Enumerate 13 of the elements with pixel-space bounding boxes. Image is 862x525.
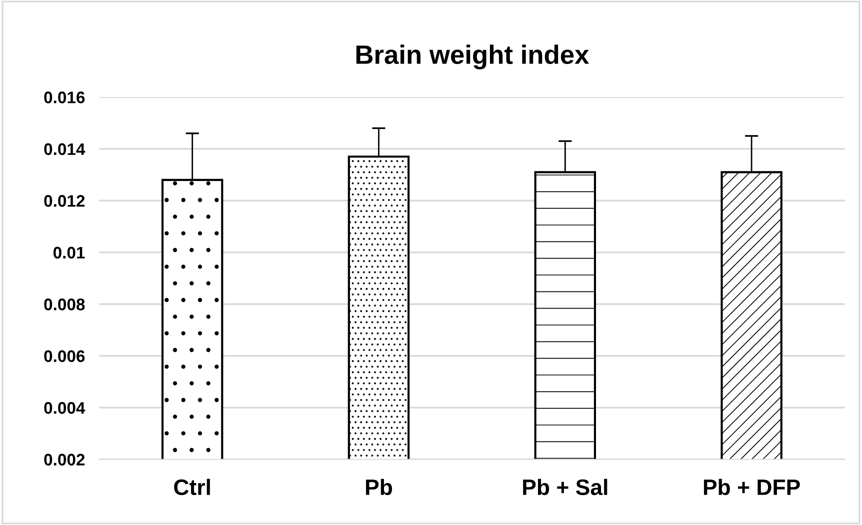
x-tick-label: Ctrl	[174, 478, 210, 496]
y-tick-label: 0.006	[44, 350, 85, 362]
y-tick-label: 0.008	[44, 298, 85, 310]
y-tick-label: 0.012	[44, 195, 85, 207]
chart-title: Brain weight index	[356, 44, 590, 70]
x-tick-label: Pb + Sal	[523, 478, 608, 496]
y-tick-label: 0.014	[44, 143, 86, 156]
y-tick-label: 0.004	[44, 402, 86, 414]
x-tick-label: Pb + DFP	[704, 478, 800, 496]
y-tick-label: 0.01	[53, 246, 85, 259]
x-tick-label: Pb	[366, 478, 392, 496]
y-tick-label: 0.002	[44, 454, 85, 466]
y-tick-label: 0.016	[44, 92, 85, 104]
